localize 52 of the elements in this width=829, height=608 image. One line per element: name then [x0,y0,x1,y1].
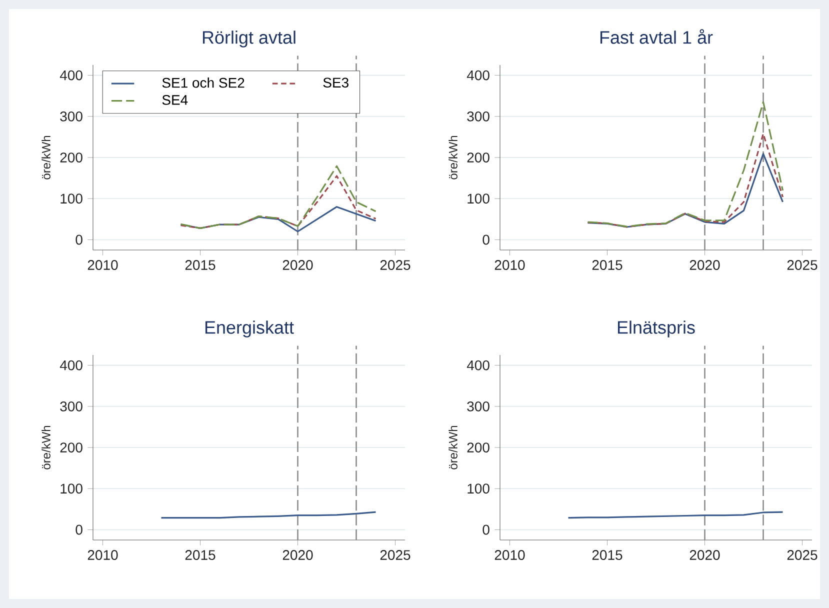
y-tick-label: 200 [60,442,82,452]
x-tick-label: 2010 [88,260,118,270]
x-tick-label: 2020 [282,550,313,560]
y-tick-label: 200 [60,152,82,162]
x-tick-label: 2020 [282,260,313,270]
legend-label: SE4 [162,94,188,105]
y-tick-label: 300 [60,401,82,412]
y-tick-label: 300 [60,111,82,122]
y-tick-label: 0 [482,234,490,245]
y-axis-title: öre/kWh [448,136,458,180]
x-tick-label: 2015 [592,260,622,270]
y-tick-label: 100 [468,484,490,494]
y-tick-label: 0 [76,524,82,535]
line-series [586,132,784,228]
y-axis-title: öre/kWh [448,426,458,470]
legend-label: SE3 [323,78,348,88]
y-tick-label: 100 [468,194,490,204]
y-tick-label: 400 [466,360,490,370]
y-tick-label: 200 [467,442,490,452]
x-tick-label: 2010 [494,550,525,560]
y-axis-title: öre/kWh [42,136,50,180]
chart-title: Elnätspris [618,320,695,338]
x-tick-label: 2015 [185,550,216,560]
x-tick-label: 2015 [592,550,622,560]
x-tick-label: 2025 [380,550,410,560]
chart-title: Energiskatt [205,320,294,338]
line-series [586,153,784,228]
y-tick-label: 300 [467,111,490,122]
y-tick-label: 0 [76,234,82,245]
chart-title: Fast avtal 1 år [600,29,713,44]
y-tick-label: 400 [60,360,82,370]
y-tick-label: 200 [467,152,490,162]
y-tick-label: 100 [60,484,82,494]
x-tick-label: 2020 [690,550,720,560]
x-tick-label: 2025 [787,550,818,560]
line-series [586,101,784,228]
x-tick-label: 2015 [185,260,216,270]
line-series [180,175,377,230]
y-tick-label: 100 [60,194,82,204]
x-tick-label: 2020 [690,260,720,270]
line-series [180,165,377,230]
y-tick-label: 300 [467,401,490,412]
x-tick-label: 2025 [380,260,410,270]
chart-title: Rörligt avtal [202,30,296,48]
y-tick-label: 400 [466,70,490,80]
y-tick-label: 0 [482,524,490,535]
legend-label: SE1 och SE2 [162,78,244,88]
y-axis-title: öre/kWh [42,426,50,470]
x-tick-label: 2025 [787,260,818,270]
x-tick-label: 2010 [88,550,118,560]
x-tick-label: 2010 [494,260,525,270]
y-tick-label: 400 [60,70,82,80]
